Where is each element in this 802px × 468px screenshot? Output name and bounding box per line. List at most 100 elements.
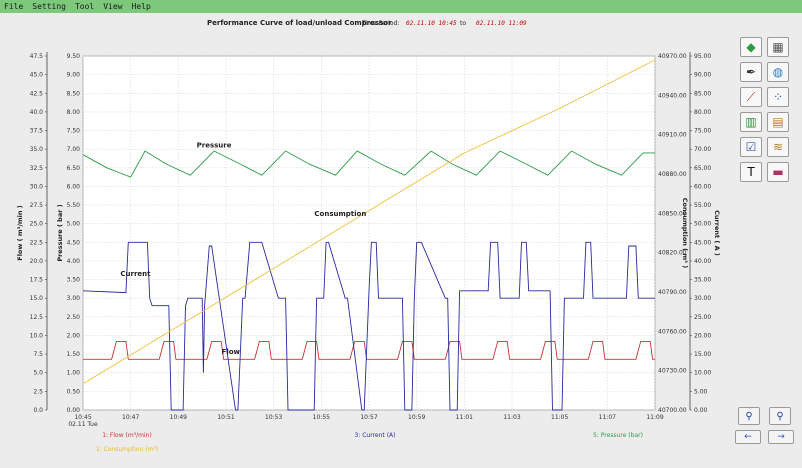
zoom-out-icon: ⚲ — [776, 410, 784, 422]
annotation-consumption: Consumption — [314, 210, 366, 218]
eraser-icon: ◆ — [746, 40, 756, 54]
flow-tick-label: 12.5 — [30, 314, 44, 321]
prev-button[interactable]: ← — [735, 430, 761, 444]
menu-view[interactable]: View — [103, 2, 123, 11]
pressure-tick-label: 1.50 — [67, 351, 81, 358]
flow-tick-label: 30.0 — [30, 183, 44, 190]
consumption-tick-label: 40760.00 — [658, 328, 687, 335]
scroll-button[interactable]: ≋ — [767, 137, 789, 157]
pressure-tick-label: 7.50 — [67, 128, 81, 135]
map-button[interactable]: ▤ — [767, 112, 789, 132]
pen-button[interactable]: ✒ — [740, 62, 762, 82]
flow-tick-label: 40.0 — [30, 109, 44, 116]
x-tick-label: 11:01 — [456, 414, 473, 421]
scatter-chart-button[interactable]: ⁘ — [767, 87, 789, 107]
x-tick-label: 11:05 — [551, 414, 568, 421]
pressure-tick-label: 5.50 — [67, 202, 81, 209]
consumption-tick-label: 40730.00 — [658, 368, 687, 375]
pressure-tick-label: 0.50 — [67, 388, 81, 395]
current-tick-label: 75.00 — [694, 128, 711, 135]
x-tick-label: 11:03 — [503, 414, 520, 421]
menu-tool[interactable]: Tool — [74, 2, 95, 11]
current-tick-label: 90.00 — [694, 72, 711, 79]
area-chart-icon: ▬ — [772, 165, 784, 179]
current-tick-label: 55.00 — [694, 202, 711, 209]
current-tick-label: 20.00 — [694, 332, 711, 339]
flow-tick-label: 27.5 — [30, 202, 44, 209]
legend-item: 1: Flow (m³/min) — [102, 432, 152, 439]
pressure-tick-label: 7.00 — [67, 146, 81, 153]
flow-tick-label: 10.0 — [30, 332, 44, 339]
period-to: to — [460, 20, 467, 27]
period-start[interactable]: 02.11.10 10:45 — [406, 20, 457, 27]
arrow-right-icon: → — [777, 432, 785, 442]
text-button[interactable]: T — [740, 162, 762, 182]
calculator-icon: ▦ — [772, 40, 784, 54]
consumption-tick-label: 40940.00 — [658, 92, 687, 99]
pressure-tick-label: 9.50 — [67, 53, 81, 60]
area-chart-button[interactable]: ▬ — [767, 162, 789, 182]
text-icon: T — [747, 165, 755, 179]
chart-title: Performance Curve of load/unload Compres… — [207, 19, 392, 27]
flow-tick-label: 17.5 — [30, 277, 44, 284]
pressure-tick-label: 1.00 — [67, 370, 81, 377]
bar-chart-button[interactable]: ▥ — [740, 112, 762, 132]
x-tick-label: 10:59 — [408, 414, 425, 421]
arrow-left-icon: ← — [744, 432, 752, 442]
pressure-tick-label: 5.00 — [67, 221, 81, 228]
flow-tick-label: 20.0 — [30, 258, 44, 265]
pressure-tick-label: 8.00 — [67, 109, 81, 116]
x-tick-label: 10:45 — [74, 414, 91, 421]
main-area: Performance Curve of load/unload Compres… — [0, 13, 802, 468]
current-tick-label: 35.00 — [694, 277, 711, 284]
pen-icon: ✒ — [745, 65, 757, 79]
consumption-tick-label: 40910.00 — [658, 132, 687, 139]
flow-tick-label: 35.0 — [30, 146, 44, 153]
map-icon: ▤ — [772, 115, 784, 129]
pressure-tick-label: 4.50 — [67, 239, 81, 246]
consumption-tick-label: 40790.00 — [658, 289, 687, 296]
report-button[interactable]: ☑ — [740, 137, 762, 157]
scroll-icon: ≋ — [772, 140, 784, 154]
x-tick-label: 10:51 — [217, 414, 234, 421]
menu-setting[interactable]: Setting — [32, 2, 66, 11]
zoom-out-button[interactable]: ⚲ — [769, 407, 791, 425]
pressure-tick-label: 6.00 — [67, 183, 81, 190]
x-tick-label: 10:53 — [265, 414, 282, 421]
series-current — [82, 241, 655, 411]
x-tick-label: 10:49 — [170, 414, 187, 421]
consumption-tick-label: 40850.00 — [658, 210, 687, 217]
flow-tick-label: 22.5 — [30, 239, 44, 246]
flow-tick-label: 2.5 — [33, 388, 43, 395]
legend-item: 3: Current (A) — [355, 432, 396, 439]
current-tick-label: 0.00 — [694, 407, 708, 414]
flow-tick-label: 7.5 — [33, 351, 43, 358]
eraser-button[interactable]: ◆ — [740, 37, 762, 57]
pressure-tick-label: 6.50 — [67, 165, 81, 172]
next-button[interactable]: → — [768, 430, 794, 444]
flow-tick-label: 32.5 — [30, 165, 44, 172]
current-tick-label: 85.00 — [694, 90, 711, 97]
flow-tick-label: 0.0 — [33, 407, 43, 414]
menu-file[interactable]: File — [4, 2, 24, 11]
flow-axis-title: Flow ( m³/min ) — [16, 205, 24, 261]
annotation-current: Current — [120, 270, 151, 278]
line-chart-button[interactable]: ⟋ — [740, 87, 762, 107]
period-end[interactable]: 02.11.10 11:09 — [476, 20, 527, 27]
x-tick-label: 10:57 — [360, 414, 377, 421]
annotation-pressure: Pressure — [197, 141, 232, 149]
calculator-button[interactable]: ▦ — [767, 37, 789, 57]
annotation-flow: Flow — [222, 348, 241, 356]
line-chart-icon: ⟋ — [746, 90, 756, 104]
series-pressure — [82, 150, 655, 178]
globe-button[interactable]: ◍ — [767, 62, 789, 82]
flow-tick-label: 5.0 — [33, 370, 43, 377]
pressure-tick-label: 3.00 — [67, 295, 81, 302]
flow-tick-label: 47.5 — [30, 53, 44, 60]
pressure-tick-label: 8.50 — [67, 90, 81, 97]
menu-help[interactable]: Help — [131, 2, 151, 11]
series-flow — [83, 340, 655, 360]
legend-item: 5: Pressure (bar) — [593, 432, 643, 439]
current-axis-title: Current ( A ) — [713, 210, 721, 256]
zoom-in-button[interactable]: ⚲ — [738, 407, 760, 425]
